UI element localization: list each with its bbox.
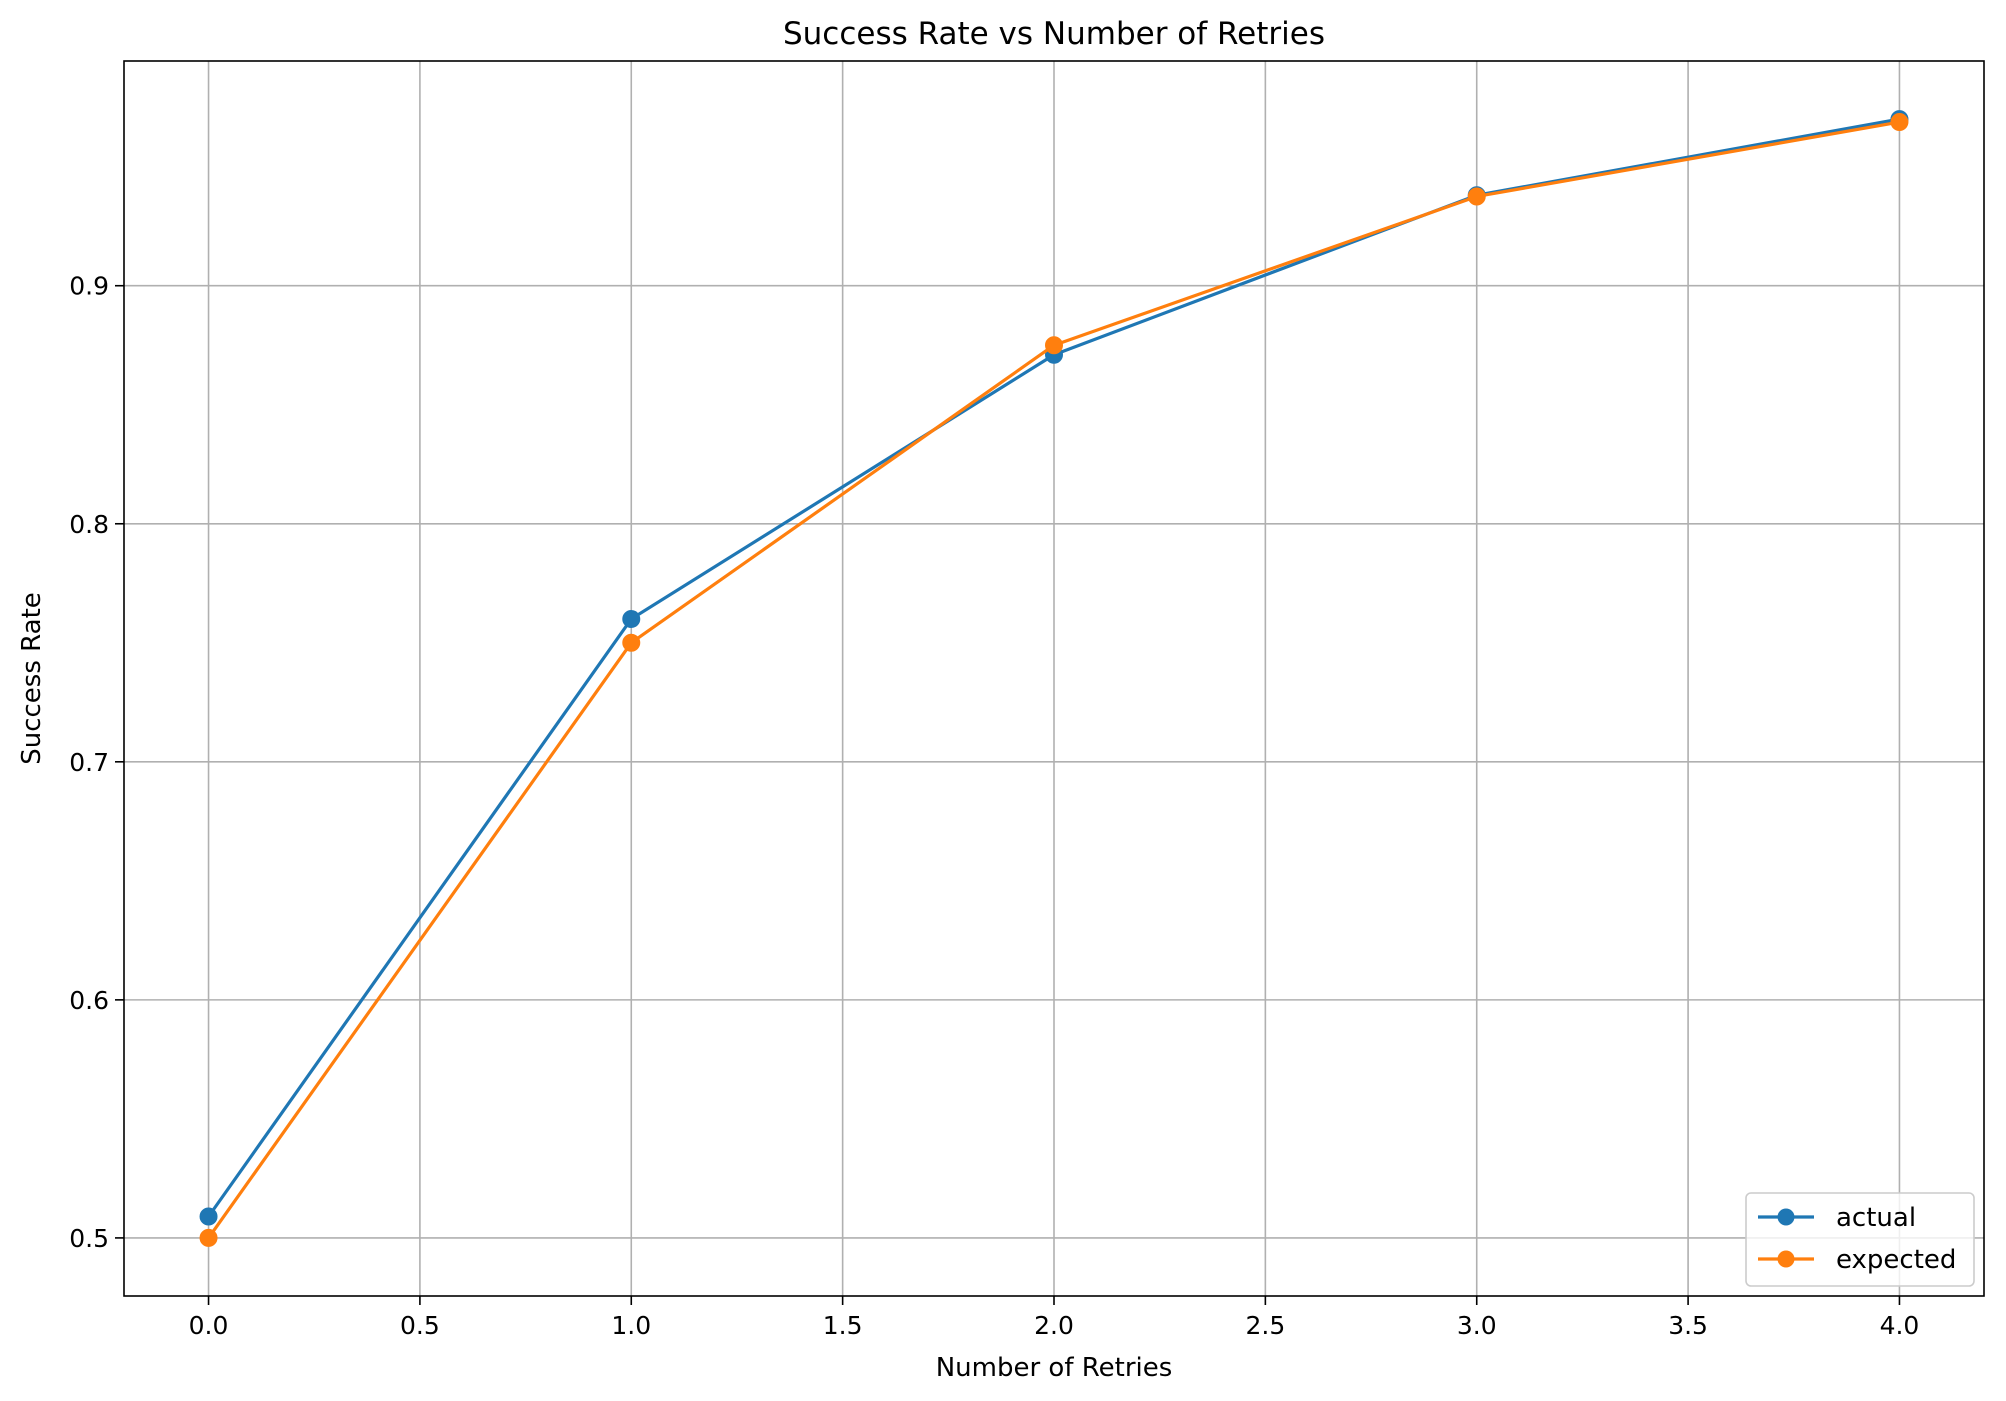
legend-label-actual: actual [1836, 1203, 1916, 1233]
y-tick-label: 0.9 [69, 272, 109, 301]
grid-lines [124, 61, 1984, 1296]
chart-title: Success Rate vs Number of Retries [783, 16, 1325, 52]
x-tick-label: 0.5 [400, 1311, 440, 1340]
y-axis-label: Success Rate [17, 592, 47, 765]
x-tick-label: 1.0 [611, 1311, 651, 1340]
data-point-expected [622, 633, 641, 652]
x-tick-label: 3.0 [1457, 1311, 1497, 1340]
data-point-expected [199, 1228, 218, 1247]
series-expected [199, 113, 1909, 1247]
series-layer [199, 110, 1909, 1247]
legend-label-expected: expected [1836, 1245, 1956, 1275]
data-point-expected [1045, 336, 1063, 355]
x-tick-label: 2.5 [1245, 1311, 1285, 1340]
x-tick-label: 4.0 [1880, 1311, 1920, 1340]
y-tick-label: 0.6 [69, 986, 109, 1015]
x-tick-label: 0.0 [189, 1311, 229, 1340]
legend-marker-expected [1777, 1250, 1795, 1268]
data-point-actual [622, 609, 641, 628]
data-point-expected [1467, 187, 1486, 206]
legend-marker-actual [1777, 1208, 1795, 1226]
data-point-actual [199, 1207, 218, 1226]
y-tick-label: 0.8 [69, 510, 109, 539]
legend: actual expected [1745, 1192, 1975, 1287]
data-point-expected [1890, 113, 1909, 132]
x-tick-label: 2.0 [1034, 1311, 1074, 1340]
x-tick-label: 3.5 [1668, 1311, 1708, 1340]
y-tick-label: 0.7 [69, 748, 109, 777]
x-tick-label: 1.5 [823, 1311, 863, 1340]
axis-ticks: 0.0 0.5 1.0 1.5 2.0 2.5 3.0 3.5 4.0 0.5 0.6 0.7 0.8 0… [69, 272, 1919, 1340]
y-tick-label: 0.5 [69, 1224, 109, 1253]
x-axis-label: Number of Retries [936, 1353, 1173, 1383]
